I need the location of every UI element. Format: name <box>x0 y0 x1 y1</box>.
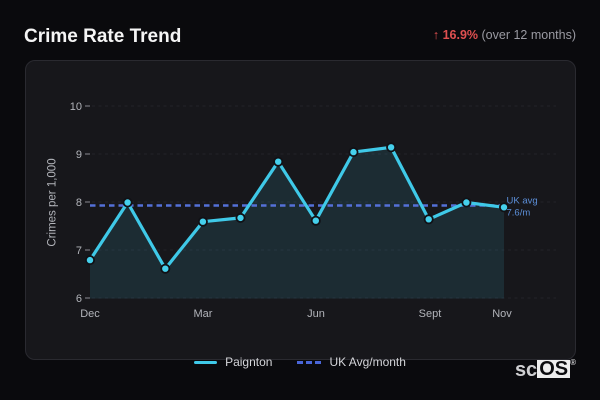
svg-text:UK avg: UK avg <box>507 196 538 207</box>
svg-text:Crimes per 1,000: Crimes per 1,000 <box>47 158 59 246</box>
svg-text:Sept: Sept <box>419 308 442 320</box>
svg-text:Nov: Nov <box>492 308 512 320</box>
svg-text:6: 6 <box>76 293 82 305</box>
svg-text:7: 7 <box>76 245 82 257</box>
svg-text:8: 8 <box>76 197 82 209</box>
svg-text:10: 10 <box>70 101 82 113</box>
svg-text:Mar: Mar <box>194 308 213 320</box>
svg-text:Dec: Dec <box>80 308 100 320</box>
svg-text:7.6/m: 7.6/m <box>507 208 531 219</box>
svg-text:Jun: Jun <box>307 308 325 320</box>
svg-text:9: 9 <box>76 149 82 161</box>
